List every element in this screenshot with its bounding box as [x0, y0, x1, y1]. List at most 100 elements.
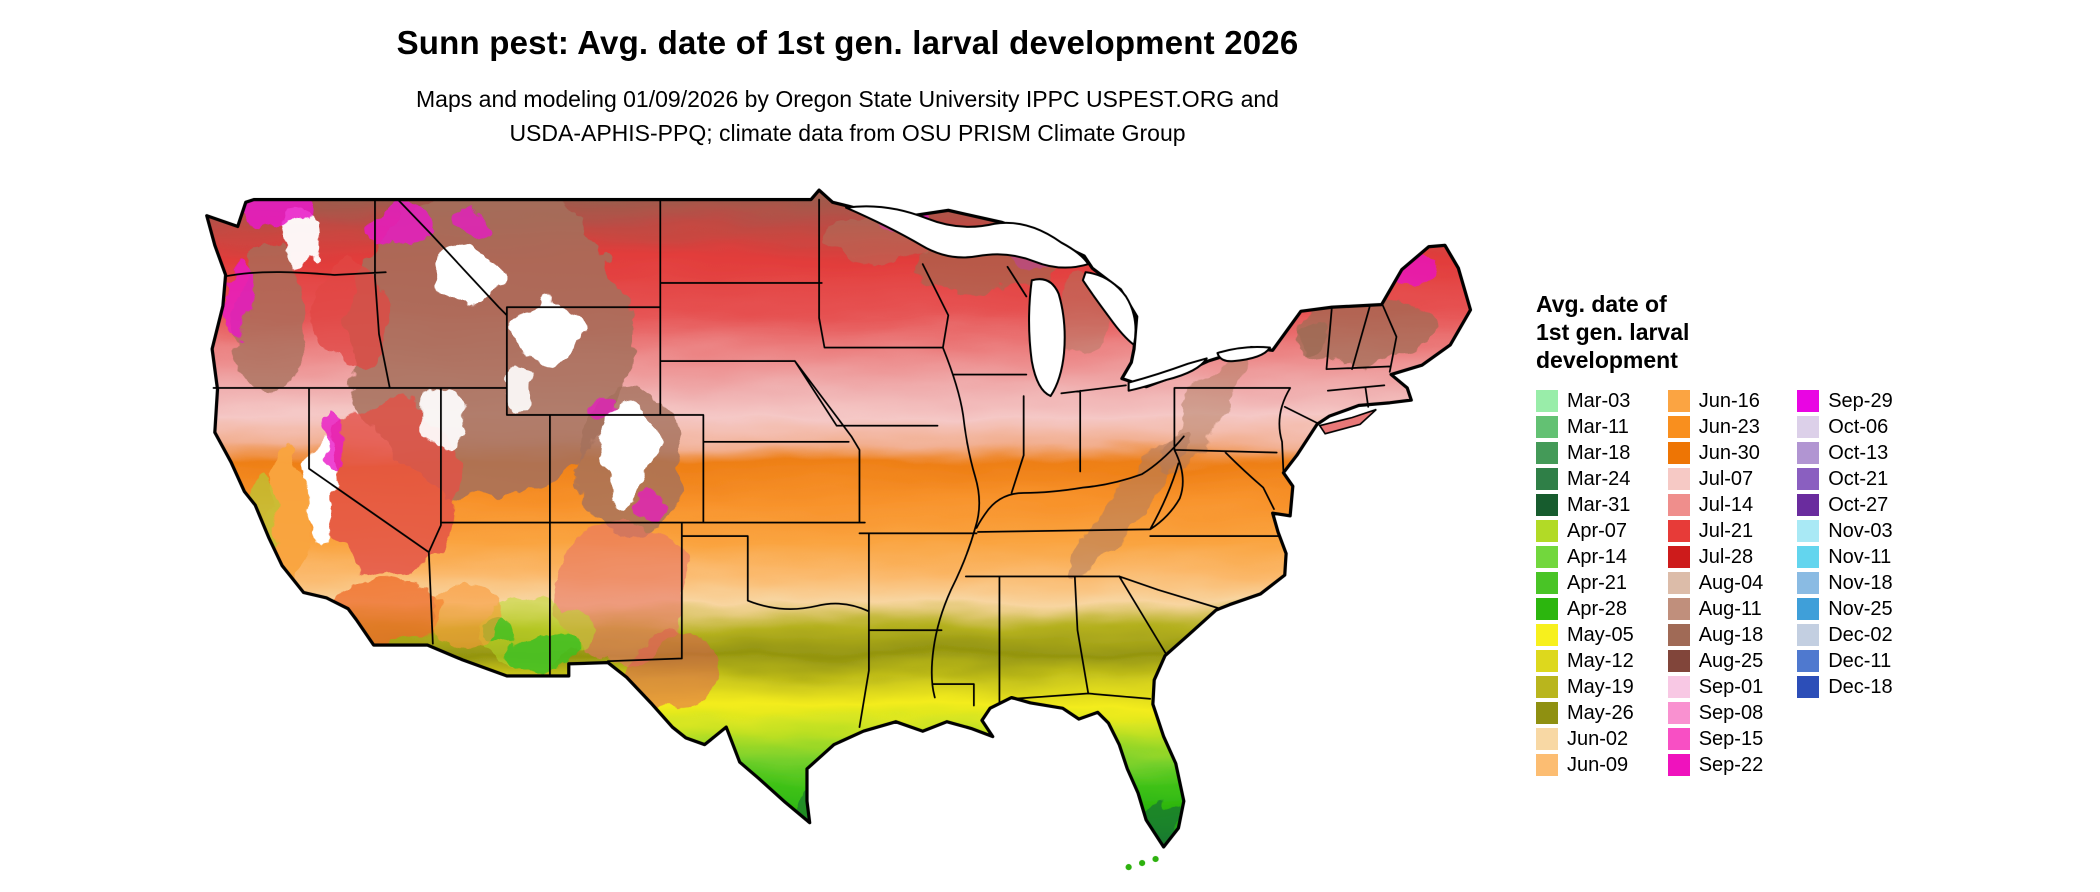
legend-entry: Mar-24 — [1536, 466, 1634, 492]
legend-entry: Dec-11 — [1797, 648, 1893, 674]
legend-label: Apr-21 — [1567, 571, 1628, 594]
legend-entry: Nov-25 — [1797, 596, 1893, 622]
legend-swatch — [1797, 676, 1820, 698]
legend-label: Jun-02 — [1567, 727, 1629, 750]
legend-label: Dec-11 — [1828, 649, 1892, 672]
legend: Avg. date of 1st gen. larval development… — [1536, 290, 1956, 778]
legend-label: Mar-31 — [1567, 493, 1631, 516]
legend-swatch — [1797, 442, 1820, 464]
legend-swatch — [1536, 598, 1558, 620]
legend-entry: Apr-21 — [1536, 570, 1634, 596]
legend-swatch — [1797, 390, 1820, 412]
legend-entry: Jul-07 — [1667, 466, 1764, 492]
legend-entry: Jul-21 — [1667, 518, 1764, 544]
subtitle-line-1: Maps and modeling 01/09/2026 by Oregon S… — [416, 86, 1279, 112]
legend-entry: Oct-13 — [1797, 440, 1893, 466]
legend-entry: May-05 — [1536, 622, 1634, 648]
legend-swatch — [1797, 468, 1820, 490]
legend-swatch — [1536, 546, 1558, 568]
legend-column: Jun-16 Jun-23 Jun-30 Jul-07 Jul-14 Jul-21 Jul-… — [1667, 388, 1764, 778]
map-great-lakes — [844, 205, 1271, 398]
legend-label: Nov-11 — [1828, 545, 1892, 568]
legend-label: Mar-18 — [1567, 441, 1631, 464]
lake-michigan — [1028, 278, 1066, 398]
map-color-fill — [206, 190, 1471, 847]
legend-label: Mar-11 — [1567, 415, 1629, 438]
legend-swatch — [1667, 702, 1690, 724]
legend-label: Jul-28 — [1698, 545, 1754, 568]
legend-entry: Aug-11 — [1667, 596, 1764, 622]
legend-label: Nov-03 — [1828, 519, 1893, 542]
map-state-borders — [212, 198, 1398, 728]
legend-swatch — [1667, 520, 1690, 542]
legend-columns: Mar-03 Mar-11 Mar-18 Mar-24 Mar-31 Apr-07 Apr-… — [1536, 388, 1956, 778]
legend-swatch — [1667, 754, 1690, 776]
legend-label: Nov-25 — [1828, 597, 1893, 620]
legend-swatch — [1797, 598, 1820, 620]
legend-swatch — [1667, 416, 1690, 438]
legend-title-line-3: development — [1536, 347, 1678, 373]
legend-swatch — [1797, 520, 1820, 542]
legend-swatch — [1797, 650, 1820, 672]
legend-swatch — [1667, 468, 1690, 490]
legend-entry: Mar-31 — [1536, 492, 1634, 518]
legend-label: Oct-21 — [1828, 467, 1889, 490]
legend-label: Sep-15 — [1698, 727, 1764, 750]
legend-entry: Jun-02 — [1536, 726, 1634, 752]
legend-label: Sep-01 — [1698, 675, 1764, 698]
legend-entry: Oct-21 — [1797, 466, 1893, 492]
legend-entry: Jul-14 — [1667, 492, 1764, 518]
legend-label: Sep-22 — [1698, 753, 1764, 776]
legend-entry: Aug-04 — [1667, 570, 1763, 596]
legend-swatch — [1536, 390, 1558, 412]
legend-swatch — [1667, 546, 1690, 568]
legend-label: Jul-14 — [1698, 493, 1754, 516]
legend-swatch — [1536, 676, 1558, 698]
legend-swatch — [1667, 598, 1690, 620]
legend-entry: May-12 — [1536, 648, 1634, 674]
legend-label: Oct-13 — [1828, 441, 1889, 464]
legend-swatch — [1667, 676, 1690, 698]
legend-entry: Mar-03 — [1536, 388, 1634, 414]
legend-title: Avg. date of 1st gen. larval development — [1536, 290, 1956, 374]
long-island — [1318, 408, 1377, 435]
lake-superior — [844, 205, 1090, 269]
legend-title-line-2: 1st gen. larval — [1536, 319, 1690, 345]
legend-entry: Mar-11 — [1536, 414, 1634, 440]
legend-entry: Sep-22 — [1667, 752, 1764, 778]
legend-label: May-19 — [1567, 675, 1634, 698]
legend-label: Oct-27 — [1828, 493, 1889, 516]
map-overlay-blobs — [225, 190, 1437, 843]
legend-swatch — [1536, 416, 1558, 438]
legend-label: Dec-02 — [1828, 623, 1893, 646]
legend-swatch — [1536, 468, 1558, 490]
legend-entry: Jun-09 — [1536, 752, 1634, 778]
legend-swatch — [1667, 390, 1690, 412]
legend-swatch — [1536, 728, 1558, 750]
legend-swatch — [1797, 416, 1820, 438]
legend-label: Apr-14 — [1567, 545, 1628, 568]
legend-entry: May-19 — [1536, 674, 1634, 700]
legend-entry: Sep-01 — [1667, 674, 1764, 700]
legend-column: Sep-29 Oct-06 Oct-13 Oct-21 Oct-27 Nov-03 Nov-… — [1797, 388, 1893, 778]
legend-label: May-12 — [1567, 649, 1634, 672]
page-subtitle: Maps and modeling 01/09/2026 by Oregon S… — [0, 82, 1695, 150]
legend-swatch — [1667, 494, 1690, 516]
legend-swatch — [1536, 572, 1558, 594]
florida-keys — [1125, 855, 1159, 871]
legend-swatch — [1667, 572, 1690, 594]
legend-label: Jul-21 — [1698, 519, 1754, 542]
legend-label: Jun-30 — [1698, 441, 1760, 464]
legend-label: Apr-07 — [1567, 519, 1628, 542]
legend-swatch — [1797, 546, 1820, 568]
legend-column: Mar-03 Mar-11 Mar-18 Mar-24 Mar-31 Apr-07 Apr-… — [1536, 388, 1634, 778]
legend-entry: Oct-27 — [1797, 492, 1893, 518]
legend-swatch — [1536, 520, 1558, 542]
legend-label: Mar-24 — [1567, 467, 1631, 490]
legend-swatch — [1667, 728, 1690, 750]
legend-entry: Jul-28 — [1667, 544, 1764, 570]
legend-label: Sep-08 — [1698, 701, 1764, 724]
legend-swatch — [1667, 442, 1690, 464]
legend-swatch — [1797, 624, 1820, 646]
lake-ontario — [1216, 345, 1271, 363]
